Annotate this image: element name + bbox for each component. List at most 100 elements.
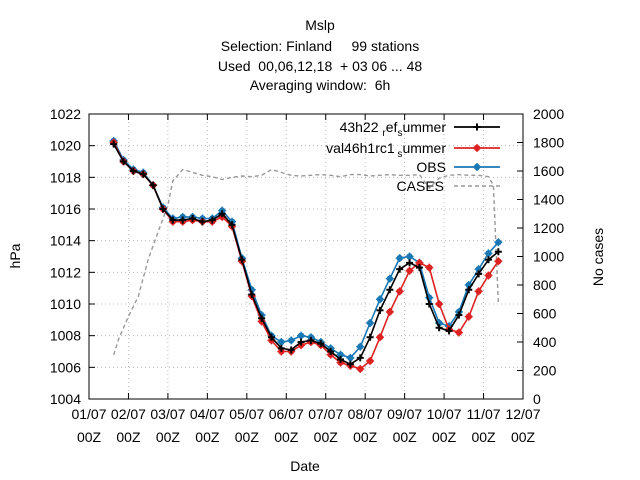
y2-tick-label: 1600 [533,163,564,179]
data-point [189,215,197,222]
y-tick-label: 1008 [50,328,81,344]
data-point [435,300,444,308]
y2-tick-label: 400 [533,334,557,350]
data-point [494,257,503,266]
x-tick-label-hour: 00Z [353,429,378,445]
data-point [396,265,404,273]
x-tick-label-date: 02/07 [111,406,146,422]
data-point [218,210,226,218]
data-point [405,266,414,275]
x-tick-label-date: 07/07 [308,406,343,422]
data-point [395,287,404,296]
data-point [267,333,275,341]
data-point [120,158,128,165]
data-point [346,353,355,362]
data-point [494,248,502,256]
y-tick-label: 1006 [50,359,81,375]
data-point [376,306,384,314]
data-point [287,346,295,354]
data-point [297,338,305,346]
data-point [445,327,453,335]
data-point [149,181,157,189]
x-tick-label-date: 03/07 [150,406,185,422]
data-point [327,348,335,355]
y-tick-label: 1014 [50,233,81,249]
x-tick-label-hour: 00Z [195,429,220,445]
title-line-4: Averaging window: 6h [250,77,391,93]
plot-frame [88,113,524,400]
axis-ticks: 1004 1006 1008 1010 1012 1014 1016 1018 1020 1022… [50,106,565,445]
data-point [375,295,384,304]
y2-tick-label: 1200 [533,220,564,236]
data-point [228,221,236,229]
y2-tick-label: 800 [533,277,557,293]
data-point [346,360,354,368]
y2-axis-label: No cases [590,228,606,286]
data-point [473,163,481,171]
data-point [307,336,315,344]
data-point [385,307,394,316]
data-point [129,167,137,175]
data-point [159,205,167,213]
data-point [475,270,483,278]
data-point [415,264,423,272]
x-tick-label-hour: 00Z [156,429,181,445]
x-tick-label-date: 10/07 [427,406,462,422]
y2-tick-label: 1400 [533,192,564,208]
title-line-3: Used 00,06,12,18 + 03 06 ... 48 [218,58,423,74]
data-point [337,355,345,363]
data-point [198,218,206,226]
x-tick-label-hour: 00Z [432,429,457,445]
x-tick-label-hour: 00Z [116,429,141,445]
y-tick-label: 1010 [50,296,81,312]
y2-tick-label: 2000 [533,106,564,122]
data-point [464,312,473,321]
x-tick-label-date: 06/07 [269,406,304,422]
data-point [169,216,177,224]
x-axis-label: Date [290,458,320,474]
x-tick-label-date: 09/07 [387,406,422,422]
data-point [179,216,187,224]
data-point [405,252,414,261]
y2-tick-label: 600 [533,306,557,322]
x-tick-label-hour: 00Z [77,429,102,445]
series-line-2 [112,140,499,359]
data-point [473,144,481,152]
title-line-1: Mslp [305,17,335,33]
data-point [395,254,404,263]
data-point [465,286,473,294]
legend-label-1: val46h1rc1 summer [326,140,446,160]
y-tick-label: 1018 [50,169,81,185]
legend-label-0: 43h22 refsummer [340,119,447,139]
data-point [385,274,394,283]
data-point [474,287,483,296]
x-tick-label-date: 08/07 [348,406,383,422]
data-point [277,338,286,346]
data-point [484,249,493,258]
data-point [248,291,256,298]
chart-title: Mslp Selection: Finland 99 stations Used… [218,17,423,93]
x-tick-label-hour: 00Z [393,429,418,445]
data-point [356,342,365,351]
data-point [139,170,147,178]
y-tick-label: 1022 [50,106,81,122]
data-point [258,314,266,322]
series-line-0 [113,143,499,366]
x-tick-label-date: 05/07 [229,406,264,422]
data-point [356,354,364,362]
y-tick-label: 1020 [50,138,81,154]
data-point [110,140,118,148]
x-tick-label-hour: 00Z [274,429,299,445]
data-point [366,357,375,365]
series-layer [109,136,503,373]
y2-tick-label: 1800 [533,135,564,151]
y2-tick-label: 0 [533,391,541,407]
data-point [238,256,246,264]
x-tick-label-date: 04/07 [190,406,225,422]
x-tick-label-date: 12/07 [505,406,540,422]
data-point [406,259,414,267]
legend-label-cases: CASES [397,178,444,194]
data-point [366,319,375,327]
data-point [473,123,481,131]
